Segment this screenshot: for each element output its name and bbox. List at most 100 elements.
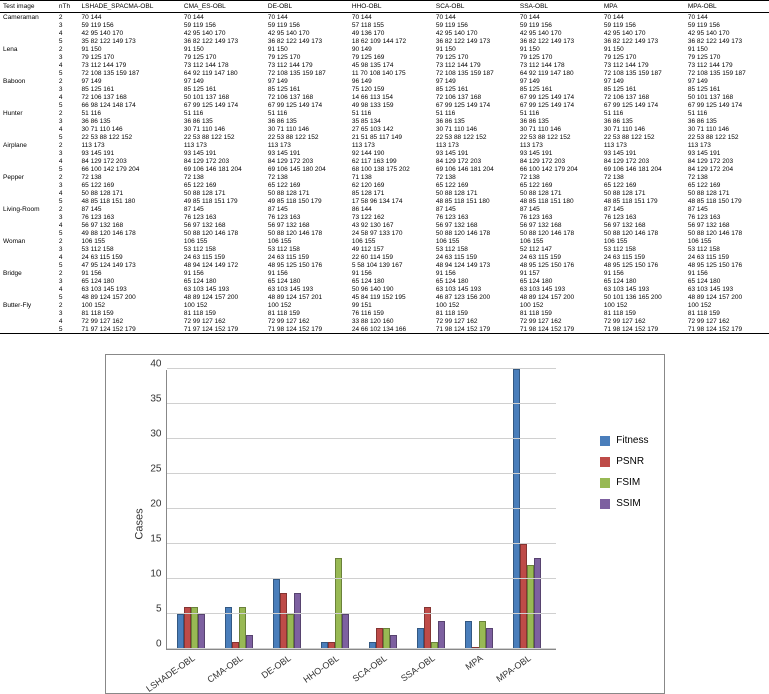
value-cell: 67 99 125 149 174 (517, 101, 601, 109)
table-row: Airplane2113 173113 173113 173113 173113… (0, 141, 769, 149)
bar (438, 621, 445, 649)
value-cell: 42 95 140 170 (685, 29, 769, 37)
nth-cell: 4 (56, 253, 79, 261)
value-cell: 30 71 110 146 (517, 125, 601, 133)
table-row: 463 103 145 19363 103 145 19363 103 145 … (0, 285, 769, 293)
test-image-cell (0, 21, 56, 29)
nth-cell: 3 (56, 85, 79, 93)
nth-cell: 5 (56, 293, 79, 301)
table-row: 376 123 16376 123 16376 123 16373 122 16… (0, 213, 769, 221)
value-cell: 87 145 (265, 205, 349, 213)
value-cell: 42 95 140 170 (601, 29, 685, 37)
value-cell: 72 99 127 162 (685, 317, 769, 325)
value-cell: 67 99 125 149 174 (181, 101, 265, 109)
value-cell: 81 118 159 (181, 309, 265, 317)
value-cell: 97 149 (685, 77, 769, 85)
nth-cell: 2 (56, 77, 79, 85)
value-cell: 46 87 123 156 200 (433, 293, 517, 301)
column-header: SSA-OBL (517, 1, 601, 13)
value-cell: 50 101 137 168 (181, 93, 265, 101)
value-cell: 45 98 135 174 (349, 61, 433, 69)
value-cell: 64 92 119 147 180 (181, 69, 265, 77)
value-cell: 63 103 145 193 (79, 285, 181, 293)
value-cell: 53 112 158 (433, 245, 517, 253)
table-row: 571 97 124 152 17971 97 124 152 17971 98… (0, 325, 769, 334)
nth-cell: 4 (56, 189, 79, 197)
value-cell: 65 122 169 (265, 181, 349, 189)
value-cell: 35 82 122 149 173 (79, 37, 181, 45)
table-row: Butter-Fly2100 152100 152100 15299 15110… (0, 301, 769, 309)
nth-cell: 5 (56, 165, 79, 173)
value-cell: 65 122 169 (79, 181, 181, 189)
value-cell: 93 145 191 (433, 149, 517, 157)
value-cell: 75 120 159 (349, 85, 433, 93)
bar (417, 628, 424, 649)
test-image-cell (0, 197, 56, 205)
table-row: 385 125 16185 125 16185 125 16175 120 15… (0, 85, 769, 93)
value-cell: 48 94 124 149 173 (433, 261, 517, 269)
value-cell: 50 88 128 171 (517, 189, 601, 197)
value-cell: 81 118 159 (79, 309, 181, 317)
test-image-cell (0, 117, 56, 125)
column-header: nTh (56, 1, 79, 13)
value-cell: 48 85 118 151 180 (79, 197, 181, 205)
value-cell: 79 125 170 (685, 53, 769, 61)
bar (198, 614, 205, 649)
nth-cell: 5 (56, 69, 79, 77)
value-cell: 51 116 (433, 109, 517, 117)
value-cell: 100 152 (79, 301, 181, 309)
bar (273, 579, 280, 649)
value-cell: 91 150 (79, 45, 181, 53)
value-cell: 22 53 88 122 152 (601, 133, 685, 141)
value-cell: 113 173 (181, 141, 265, 149)
nth-cell: 3 (56, 213, 79, 221)
value-cell: 36 86 135 (79, 117, 181, 125)
value-cell: 84 129 172 203 (181, 157, 265, 165)
value-cell: 72 106 137 168 (601, 93, 685, 101)
value-cell: 93 145 191 (601, 149, 685, 157)
nth-cell: 4 (56, 285, 79, 293)
test-image-cell (0, 69, 56, 77)
value-cell: 84 129 172 203 (601, 157, 685, 165)
value-cell: 81 118 159 (685, 309, 769, 317)
column-header: HHO-OBL (349, 1, 433, 13)
nth-cell: 4 (56, 125, 79, 133)
value-cell: 59 119 156 (433, 21, 517, 29)
value-cell: 97 149 (265, 77, 349, 85)
value-cell: 113 173 (349, 141, 433, 149)
value-cell: 100 152 (433, 301, 517, 309)
nth-cell: 2 (56, 237, 79, 245)
value-cell: 70 144 (517, 13, 601, 22)
x-tick-label: HHO-OBL (301, 653, 340, 685)
test-image-cell: Hunter (0, 109, 56, 117)
value-cell: 79 125 170 (601, 53, 685, 61)
value-cell: 113 173 (265, 141, 349, 149)
value-cell: 65 122 169 (685, 181, 769, 189)
value-cell: 72 99 127 162 (601, 317, 685, 325)
value-cell: 97 149 (181, 77, 265, 85)
chart-legend: FitnessPSNRFSIMSSIM (600, 435, 648, 519)
column-header: MPA (601, 1, 685, 13)
value-cell: 79 125 170 (181, 53, 265, 61)
value-cell: 65 124 180 (601, 277, 685, 285)
value-cell: 65 124 180 (433, 277, 517, 285)
value-cell: 36 86 135 (517, 117, 601, 125)
value-cell: 72 138 (601, 173, 685, 181)
bar (383, 628, 390, 649)
value-cell: 85 128 171 (349, 189, 433, 197)
test-image-cell (0, 61, 56, 69)
value-cell: 87 145 (517, 205, 601, 213)
value-cell: 50 88 120 146 178 (265, 229, 349, 237)
value-cell: 36 86 135 (433, 117, 517, 125)
value-cell: 50 101 136 165 200 (601, 293, 685, 301)
test-image-cell (0, 229, 56, 237)
value-cell: 48 89 124 157 200 (685, 293, 769, 301)
test-image-cell (0, 221, 56, 229)
bar (294, 593, 301, 649)
table-row: 353 112 15853 112 15853 112 15849 112 15… (0, 245, 769, 253)
value-cell: 48 95 125 150 176 (601, 261, 685, 269)
test-image-cell (0, 101, 56, 109)
value-cell: 76 123 163 (517, 213, 601, 221)
value-cell: 72 138 (517, 173, 601, 181)
value-cell: 49 85 118 150 179 (265, 197, 349, 205)
